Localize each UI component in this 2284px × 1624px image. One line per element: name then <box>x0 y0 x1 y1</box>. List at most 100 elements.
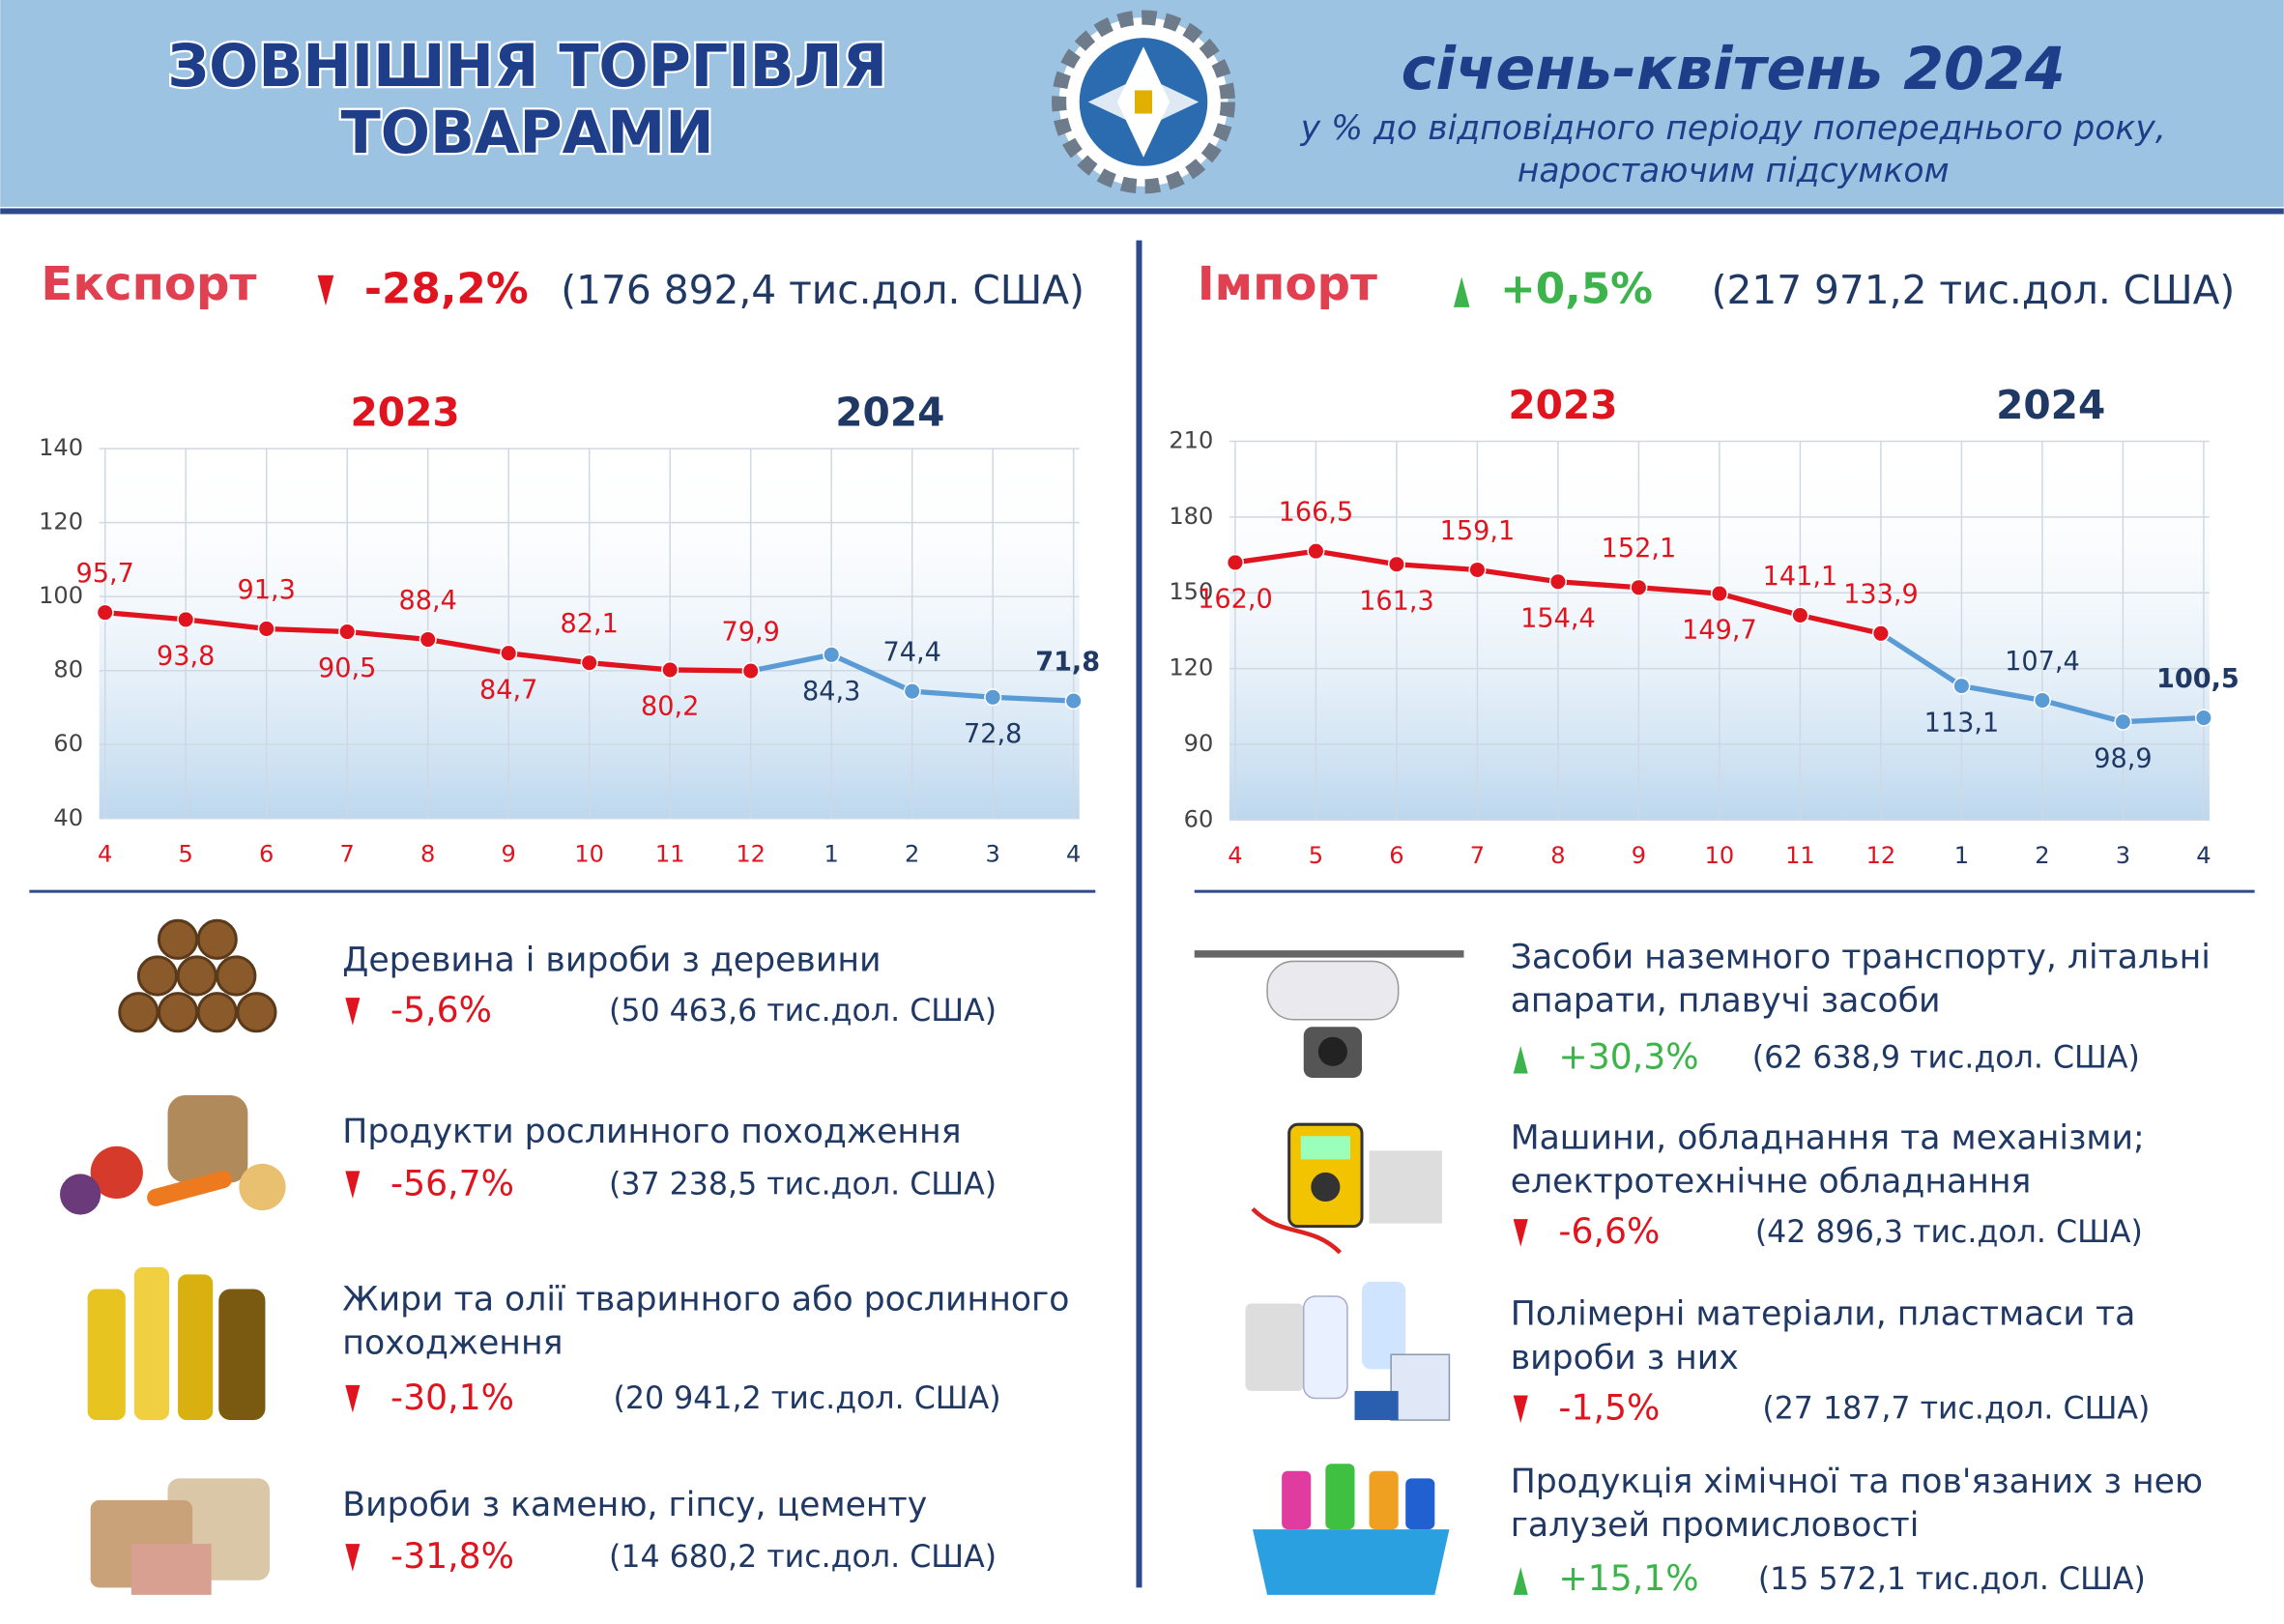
data-label: 152,1 <box>1602 534 1677 564</box>
x-tick-label: 12 <box>736 840 766 867</box>
x-tick-label: 7 <box>340 840 355 867</box>
y-tick-label: 60 <box>1184 805 1214 832</box>
item-total: (14 680,2 тис.дол. США) <box>609 1540 997 1575</box>
x-tick-label: 5 <box>179 840 193 867</box>
data-point <box>984 688 1002 707</box>
x-tick-label: 9 <box>502 840 516 867</box>
data-label: 133,9 <box>1843 580 1919 610</box>
section-label: Експорт <box>41 257 256 311</box>
item-total: (20 941,2 тис.дол. США) <box>614 1381 1001 1416</box>
data-label: 72,8 <box>964 719 1022 749</box>
title: ЗОВНІШНЯ ТОРГІВЛЯ <box>167 33 887 101</box>
direction-triangle <box>1453 276 1470 307</box>
direction-triangle <box>345 1384 361 1413</box>
data-label: 84,3 <box>802 677 860 707</box>
direction-triangle <box>345 1544 361 1572</box>
data-point <box>1468 561 1487 579</box>
x-tick-label: 4 <box>98 840 112 867</box>
data-point <box>1226 553 1244 571</box>
section-total: (176 892,4 тис.дол. США) <box>561 267 1084 313</box>
data-label: 141,1 <box>1763 562 1838 592</box>
x-tick-label: 2 <box>2035 842 2049 869</box>
data-label: 91,3 <box>238 575 296 605</box>
data-label: 100,5 <box>2156 664 2240 694</box>
x-tick-label: 7 <box>1470 842 1485 869</box>
y-tick-label: 210 <box>1169 427 1213 454</box>
item-change: +15,1% <box>1558 1557 1698 1599</box>
data-point <box>1871 624 1890 643</box>
data-point <box>1791 606 1809 624</box>
line-series <box>830 652 1074 704</box>
item-name: Жири та олії тваринного або рослинного <box>342 1281 1069 1320</box>
data-label: 74,4 <box>883 637 941 667</box>
subtitle: наростаючим підсумком <box>1518 152 1950 190</box>
x-tick-label: 5 <box>1309 842 1323 869</box>
x-tick-label: 1 <box>1954 842 1969 869</box>
data-label: 90,5 <box>318 653 376 683</box>
section-label: Імпорт <box>1198 257 1377 311</box>
data-point <box>1548 572 1567 591</box>
data-point <box>338 623 357 641</box>
period: січень-квітень 2024 <box>1402 36 2066 103</box>
data-point <box>257 620 275 638</box>
item-change: -30,1% <box>390 1377 514 1418</box>
y-tick-label: 150 <box>1169 578 1213 605</box>
x-tick-label: 9 <box>1632 842 1646 869</box>
item-name: Продукти рослинного походження <box>342 1113 961 1151</box>
series-connector <box>1879 631 1963 688</box>
x-tick-label: 4 <box>1228 842 1242 869</box>
subtitle: у % до відповідного періоду попереднього… <box>1300 109 2166 148</box>
data-label: 71,8 <box>1035 647 1100 677</box>
x-tick-label: 3 <box>986 840 1000 867</box>
icon-chemicals <box>1253 1464 1450 1595</box>
x-tick-label: 8 <box>420 840 435 867</box>
y-tick-label: 120 <box>39 508 83 536</box>
item-name: апарати, плавучі засоби <box>1511 982 1941 1021</box>
data-point <box>1387 555 1405 573</box>
data-label: 162,0 <box>1198 585 1273 615</box>
x-tick-label: 11 <box>655 840 685 867</box>
data-point <box>2194 709 2212 727</box>
data-point <box>1064 692 1083 710</box>
data-point <box>1952 677 1971 695</box>
year-label: 2024 <box>835 389 944 435</box>
item-name: галузей промисловості <box>1511 1506 1920 1545</box>
item-total: (27 187,7 тис.дол. США) <box>1762 1392 2150 1427</box>
data-point <box>823 646 841 664</box>
item-name: Полімерні матеріали, пластмаси та <box>1511 1295 2136 1334</box>
data-label: 166,5 <box>1279 497 1354 527</box>
y-tick-label: 40 <box>53 804 83 831</box>
y-tick-label: 80 <box>53 656 83 683</box>
y-tick-label: 60 <box>53 730 83 757</box>
icon-wood <box>118 918 277 1033</box>
item-change: +30,3% <box>1558 1035 1698 1077</box>
line-series <box>1960 683 2205 725</box>
item-name: Деревина і вироби з деревини <box>342 941 881 979</box>
data-label: 93,8 <box>157 642 215 672</box>
direction-triangle <box>317 275 334 306</box>
year-label: 2023 <box>1508 382 1617 428</box>
section-change: -28,2% <box>364 264 529 313</box>
x-tick-label: 10 <box>574 840 604 867</box>
x-tick-label: 1 <box>824 840 839 867</box>
header-rule <box>0 208 2284 215</box>
data-point <box>741 662 760 681</box>
icon-oils <box>87 1266 266 1421</box>
item-total: (37 238,5 тис.дол. США) <box>609 1167 997 1202</box>
year-label: 2023 <box>350 389 459 435</box>
direction-triangle <box>1513 1567 1528 1595</box>
data-label: 82,1 <box>561 609 619 639</box>
x-tick-label: 11 <box>1785 842 1815 869</box>
data-label: 161,3 <box>1359 586 1434 616</box>
section-total: (217 971,2 тис.дол. США) <box>1712 267 2236 313</box>
x-tick-label: 12 <box>1866 842 1896 869</box>
item-name: Машини, обладнання та механізми; <box>1511 1118 2145 1157</box>
item-change: -31,8% <box>390 1535 514 1577</box>
direction-triangle <box>345 1171 361 1200</box>
item-name: Вироби з каменю, гіпсу, цементу <box>342 1486 927 1524</box>
item-name: електротехнічне обладнання <box>1511 1162 2032 1201</box>
x-tick-label: 4 <box>2196 842 2211 869</box>
series-connector <box>750 652 832 674</box>
icon-plastics <box>1245 1281 1451 1421</box>
